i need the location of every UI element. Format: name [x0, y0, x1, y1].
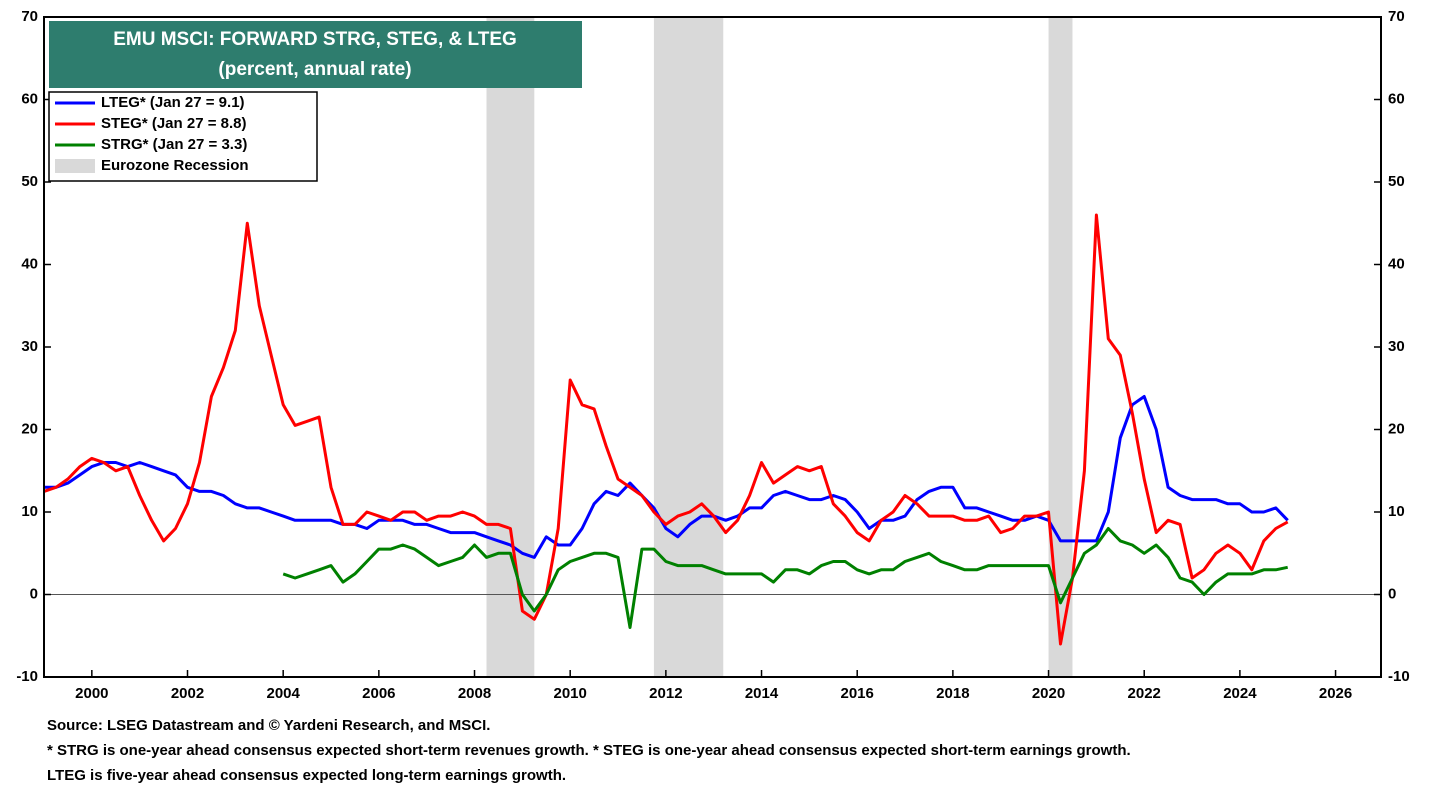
y-tick-label: 60: [21, 90, 38, 107]
y2-tick-label: 30: [1388, 338, 1405, 355]
legend-label: Eurozone Recession: [101, 157, 249, 174]
y2-tick-label: 10: [1388, 503, 1405, 520]
y-tick-label: 70: [21, 8, 38, 25]
x-tick-label: 2014: [745, 685, 779, 702]
x-tick-label: 2008: [458, 685, 491, 702]
footnote: Source: LSEG Datastream and © Yardeni Re…: [47, 717, 490, 734]
legend-label: STEG* (Jan 27 = 8.8): [101, 115, 246, 132]
y-tick-label: 30: [21, 338, 38, 355]
x-tick-label: 2016: [841, 685, 874, 702]
x-tick-label: 2004: [266, 685, 300, 702]
x-tick-label: 2018: [936, 685, 969, 702]
y-tick-label: -10: [16, 668, 38, 685]
x-tick-label: 2006: [362, 685, 395, 702]
y2-tick-label: 70: [1388, 8, 1405, 25]
x-tick-label: 2000: [75, 685, 108, 702]
x-tick-label: 2024: [1223, 685, 1257, 702]
y-tick-label: 50: [21, 173, 38, 190]
x-tick-label: 2010: [554, 685, 587, 702]
legend-label: LTEG* (Jan 27 = 9.1): [101, 94, 245, 111]
legend-label: STRG* (Jan 27 = 3.3): [101, 136, 247, 153]
footnote: LTEG is five-year ahead consensus expect…: [47, 767, 566, 784]
y-tick-label: 10: [21, 503, 38, 520]
y2-tick-label: -10: [1388, 668, 1410, 685]
y2-tick-label: 20: [1388, 420, 1405, 437]
series-line: [43, 213, 1289, 646]
x-tick-label: 2012: [649, 685, 682, 702]
y2-tick-label: 60: [1388, 90, 1405, 107]
plot-frame: [43, 16, 1382, 678]
chart-title: EMU MSCI: FORWARD STRG, STEG, & LTEG: [113, 29, 517, 50]
title-box: [49, 21, 582, 88]
y2-tick-label: 40: [1388, 255, 1405, 272]
y-tick-label: 0: [30, 585, 38, 602]
recession-band: [653, 17, 724, 677]
y-tick-label: 40: [21, 255, 38, 272]
y2-tick-label: 0: [1388, 585, 1396, 602]
legend-swatch: [55, 159, 95, 173]
series-line: [282, 527, 1289, 629]
chart-subtitle: (percent, annual rate): [218, 59, 411, 80]
x-tick-label: 2002: [171, 685, 204, 702]
recession-band: [1048, 17, 1073, 677]
x-tick-label: 2020: [1032, 685, 1065, 702]
x-tick-label: 2022: [1128, 685, 1161, 702]
series-line: [44, 395, 1289, 559]
x-tick-label: 2026: [1319, 685, 1352, 702]
y2-tick-label: 50: [1388, 173, 1405, 190]
recession-band: [486, 17, 535, 677]
footnote: * STRG is one-year ahead consensus expec…: [47, 742, 1131, 759]
y-tick-label: 20: [21, 420, 38, 437]
